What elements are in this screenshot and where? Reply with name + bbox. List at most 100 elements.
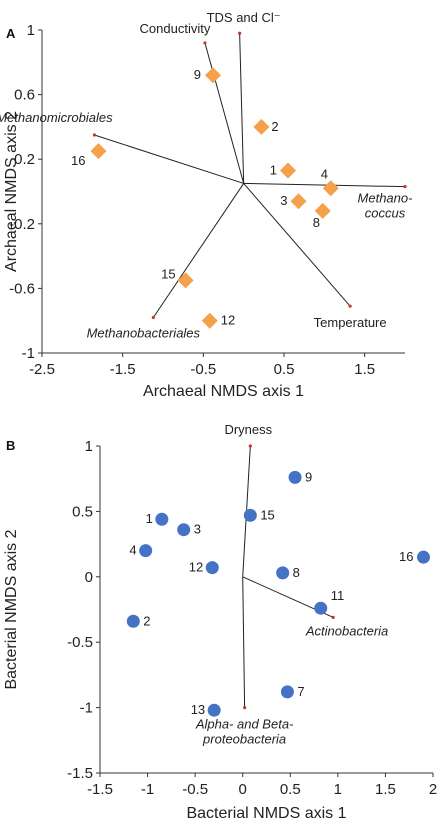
point-label: 7 xyxy=(297,684,304,699)
y-tick-label: -1 xyxy=(22,345,35,362)
x-tick-label: 2 xyxy=(429,781,437,798)
x-tick-label: -2.5 xyxy=(29,361,55,378)
data-point xyxy=(90,143,107,160)
x-tick-label: 0 xyxy=(239,781,247,798)
vector-line xyxy=(152,183,245,318)
vector-endpoint xyxy=(331,615,335,619)
vector-endpoint xyxy=(238,31,242,35)
data-point xyxy=(205,67,222,84)
vector-line xyxy=(239,33,245,184)
y-tick-label: -1 xyxy=(80,700,93,717)
data-point xyxy=(280,685,294,699)
vector-label: TDS and Cl⁻ xyxy=(207,10,281,25)
data-point xyxy=(126,614,140,628)
vector-endpoint xyxy=(92,133,97,137)
point-label: 12 xyxy=(221,313,235,328)
point-label: 1 xyxy=(270,163,277,178)
y-tick-label: -1.5 xyxy=(67,765,93,782)
vector-label: Temperature xyxy=(314,315,387,330)
point-label: 3 xyxy=(280,193,287,208)
point-label: 9 xyxy=(305,469,312,484)
x-tick-label: 0.5 xyxy=(274,361,295,378)
point-label: 15 xyxy=(161,266,175,281)
vector-endpoint xyxy=(243,706,247,710)
data-point xyxy=(207,703,221,717)
vector-line xyxy=(204,42,245,184)
vector-line xyxy=(243,183,351,307)
panel-A: A 10.60.2-0.2-0.6-1-2.5 -1.5 -0.5 0.5 1.5Arch… xyxy=(0,10,413,400)
data-point xyxy=(139,544,153,558)
data-point xyxy=(177,523,191,537)
panel-label: A xyxy=(6,26,16,41)
point-label: 16 xyxy=(399,549,413,564)
point-label: 2 xyxy=(143,613,150,628)
x-tick-label: 1.5 xyxy=(375,781,396,798)
data-point xyxy=(314,601,328,615)
x-tick-label: 1 xyxy=(334,781,342,798)
vector-label: Dryness xyxy=(224,422,272,437)
data-point xyxy=(276,566,290,580)
panel-label: B xyxy=(6,438,15,453)
point-label: 8 xyxy=(313,215,320,230)
data-point xyxy=(253,118,270,135)
vector-label: Conductivity xyxy=(140,21,211,36)
vector-label: Alpha- and Beta-proteobacteria xyxy=(195,717,294,747)
point-label: 16 xyxy=(71,153,85,168)
data-point xyxy=(205,561,219,575)
data-point xyxy=(177,272,194,289)
data-point xyxy=(416,550,430,564)
vector-endpoint xyxy=(203,41,207,45)
y-axis-title: Archaeal NMDS axis 2 xyxy=(3,111,20,272)
data-point xyxy=(290,193,307,210)
panel-B: B 1 0.5 0 -0.5 -1 -1.5-1.5 -1 -0.5 0 0.5 1 1.5 2 Bacte… xyxy=(3,422,437,822)
x-tick-label: 1.5 xyxy=(354,361,375,378)
data-point xyxy=(155,512,169,526)
vector-endpoint xyxy=(348,304,352,308)
point-label: 9 xyxy=(194,67,201,82)
point-label: 8 xyxy=(293,565,300,580)
data-point xyxy=(288,470,302,484)
vector-label: Actinobacteria xyxy=(305,623,388,638)
x-tick-label: -1 xyxy=(141,781,154,798)
data-point xyxy=(243,508,257,522)
data-point xyxy=(314,202,331,219)
x-tick-label: -1.5 xyxy=(110,361,136,378)
vector-label: Methano-coccus xyxy=(358,191,414,221)
data-point xyxy=(201,312,218,329)
point-label: 4 xyxy=(321,166,328,181)
vector-label: Methanobacteriales xyxy=(87,325,201,340)
vector-line xyxy=(94,134,244,184)
y-tick-label: -0.6 xyxy=(9,280,35,297)
x-axis-title: Bacterial NMDS axis 1 xyxy=(186,805,346,822)
x-tick-label: -1.5 xyxy=(87,781,113,798)
y-tick-label: 1 xyxy=(85,438,93,455)
data-point xyxy=(280,162,297,179)
point-label: 1 xyxy=(146,511,153,526)
x-tick-label: -0.5 xyxy=(190,361,216,378)
x-axis-title: Archaeal NMDS axis 1 xyxy=(143,383,304,400)
y-tick-label: 0.2 xyxy=(14,151,35,168)
vector-endpoint xyxy=(403,185,407,189)
point-label: 13 xyxy=(191,702,205,717)
point-label: 11 xyxy=(331,588,345,603)
vector-endpoint xyxy=(248,444,252,448)
point-label: 4 xyxy=(129,543,136,558)
point-label: 12 xyxy=(189,560,203,575)
y-tick-label: 1 xyxy=(27,22,35,39)
vector-endpoint xyxy=(151,315,155,320)
y-tick-label: 0.5 xyxy=(72,503,93,520)
x-tick-label: 0.5 xyxy=(280,781,301,798)
y-axis-title: Bacterial NMDS axis 2 xyxy=(3,529,20,689)
y-tick-label: -0.2 xyxy=(9,216,35,233)
point-label: 3 xyxy=(194,522,201,537)
y-tick-label: 0 xyxy=(85,569,93,586)
point-label: 2 xyxy=(271,119,278,134)
y-tick-label: 0.6 xyxy=(14,87,35,104)
point-label: 15 xyxy=(260,507,274,522)
vector-label: Methanomicrobiales xyxy=(0,110,113,125)
vector-line xyxy=(243,182,406,188)
x-tick-label: -0.5 xyxy=(182,781,208,798)
data-point xyxy=(322,180,339,197)
y-tick-label: -0.5 xyxy=(67,634,93,651)
